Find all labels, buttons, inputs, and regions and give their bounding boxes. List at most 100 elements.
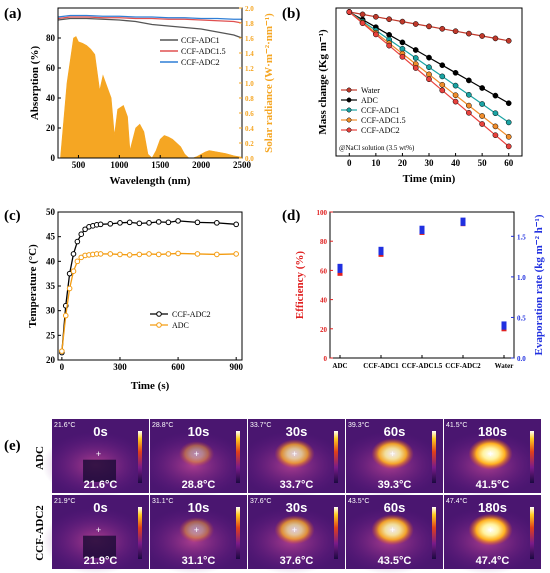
panel-b-legend-marker bbox=[346, 117, 352, 123]
panel-b-legend-entry: ADC bbox=[361, 96, 378, 105]
panel-d-point-left bbox=[337, 270, 343, 276]
mass-point bbox=[479, 113, 485, 119]
temperature-point bbox=[194, 219, 201, 226]
thermal-time-label: 180s bbox=[478, 424, 507, 439]
thermal-time-label: 30s bbox=[286, 500, 308, 515]
panel-b-xtick-label: 0 bbox=[347, 158, 352, 168]
panel-b-ylabel: Mass change (Kg m⁻¹) bbox=[317, 29, 329, 135]
panel-b-xlabel: Time (min) bbox=[403, 173, 456, 185]
panel-a-y2tick-label: 1.0 bbox=[245, 80, 254, 88]
thermal-frame: +37.6°C 30s 37.6°C bbox=[238, 495, 345, 573]
panel-a-ytick-label: 40 bbox=[46, 93, 56, 103]
thermal-frame: +33.7°C 30s 33.7°C bbox=[238, 419, 345, 499]
temperature-point bbox=[155, 251, 162, 258]
thermal-hot-spot bbox=[468, 437, 513, 470]
panel-c-legend-entry: ADC bbox=[172, 321, 189, 330]
thermal-frame: +21.9°C 0s 21.9°C bbox=[42, 495, 149, 573]
panel-c-xtick-label: 600 bbox=[171, 362, 185, 372]
mass-point bbox=[399, 18, 406, 25]
panel-c-legend-marker bbox=[156, 311, 162, 317]
mass-point bbox=[479, 33, 485, 39]
thermal-frame: +41.5°C 180s 41.5°C bbox=[434, 419, 541, 499]
mass-point bbox=[373, 13, 379, 20]
mass-point bbox=[386, 16, 392, 23]
mass-point bbox=[466, 109, 472, 116]
thermal-sample-region bbox=[83, 535, 117, 558]
mass-point bbox=[386, 42, 392, 49]
temperature-point bbox=[70, 268, 77, 275]
mass-point bbox=[452, 69, 459, 76]
thermal-hot-spot bbox=[371, 514, 414, 546]
color-scale-bar bbox=[236, 431, 240, 483]
temperature-point bbox=[97, 221, 104, 228]
color-scale-bar bbox=[236, 507, 240, 559]
thermal-temp-label: 31.1°C bbox=[182, 555, 216, 567]
panel-b-xtick-label: 10 bbox=[371, 158, 381, 168]
mass-point bbox=[412, 21, 419, 27]
thermal-temp-label: 47.4°C bbox=[476, 555, 510, 567]
panel-d-point-right bbox=[419, 225, 425, 231]
thermal-corner-temp: 21.6°C bbox=[54, 421, 75, 429]
temperature-point bbox=[82, 226, 88, 233]
panel-d-point-right bbox=[419, 228, 425, 234]
row-label-ccf-adc2: CCF-ADC2 bbox=[34, 505, 46, 561]
panel-c-ytick-label: 40 bbox=[46, 256, 56, 266]
panel-c-legend-marker bbox=[156, 322, 162, 328]
panel-d-label: (d) bbox=[282, 208, 300, 224]
mass-point bbox=[439, 73, 446, 80]
thermal-corner-temp: 39.3°C bbox=[348, 421, 369, 429]
panel-d-y2tick-label: 0.0 bbox=[517, 355, 526, 363]
thermal-time-label: 0s bbox=[93, 500, 107, 515]
thermal-corner-temp: 37.6°C bbox=[250, 497, 271, 505]
panel-a-y2tick-label: 0.2 bbox=[245, 140, 254, 148]
mass-point bbox=[492, 132, 499, 139]
panel-a-y2tick-label: 2.0 bbox=[245, 5, 254, 13]
panel-d-ytick-label: 100 bbox=[317, 209, 328, 217]
mass-point bbox=[466, 30, 472, 37]
mass-point bbox=[479, 121, 485, 127]
panel-a-xtick-label: 500 bbox=[72, 160, 86, 170]
panel-c-ytick-label: 50 bbox=[46, 207, 56, 217]
crosshair-icon: + bbox=[194, 525, 199, 535]
mass-point bbox=[479, 85, 485, 91]
mass-point bbox=[492, 110, 499, 117]
thermal-frame: +28.8°C 10s 28.8°C bbox=[140, 419, 247, 499]
mass-point bbox=[452, 28, 459, 35]
color-scale-bar bbox=[334, 431, 338, 483]
panel-b-xtick-label: 60 bbox=[504, 158, 514, 168]
temperature-point bbox=[233, 221, 239, 228]
panel-a-y2tick-label: 1.2 bbox=[245, 65, 254, 73]
thermal-hot-spot bbox=[178, 441, 215, 467]
thermal-time-label: 60s bbox=[384, 424, 406, 439]
temperature-point bbox=[194, 251, 201, 257]
crosshair-icon: + bbox=[390, 449, 395, 459]
crosshair-icon: + bbox=[390, 525, 395, 535]
mass-point bbox=[492, 123, 499, 130]
mass-point bbox=[439, 87, 446, 94]
thermal-corner-temp: 43.5°C bbox=[348, 497, 369, 505]
temperature-point bbox=[74, 238, 81, 245]
mass-point bbox=[426, 23, 432, 30]
panel-c-ytick-label: 25 bbox=[46, 330, 56, 340]
panel-d-xtick-label: ADC bbox=[332, 362, 347, 370]
temperature-point bbox=[70, 251, 77, 257]
mass-point bbox=[399, 53, 406, 60]
temperature-point bbox=[126, 219, 133, 226]
color-scale-bar bbox=[530, 431, 534, 483]
panel-b-legend-marker bbox=[346, 107, 352, 113]
thermal-corner-temp: 41.5°C bbox=[446, 421, 467, 429]
panel-a-ytick-label: 20 bbox=[46, 123, 56, 133]
temperature-point bbox=[66, 270, 73, 277]
absorption-line-0 bbox=[57, 17, 243, 39]
crosshair-icon: + bbox=[292, 449, 297, 459]
color-scale-bar bbox=[432, 431, 436, 483]
temperature-point bbox=[155, 219, 162, 225]
panel-a-chart: (a) 500 1000 1500 2000 2500 0 20 40 60 80 0.0 0.2 0.… bbox=[4, 5, 275, 187]
panel-d-point-right bbox=[378, 250, 384, 256]
panel-a-ytick-label: 0 bbox=[51, 153, 56, 163]
panel-a-xtick-label: 1000 bbox=[110, 160, 129, 170]
panel-d-xtick-label: CCF-ADC2 bbox=[445, 362, 481, 370]
panel-c-legend-entry: CCF-ADC2 bbox=[172, 310, 211, 319]
panel-b-legend-entry: CCF-ADC1.5 bbox=[361, 116, 406, 125]
mass-point bbox=[466, 77, 472, 84]
